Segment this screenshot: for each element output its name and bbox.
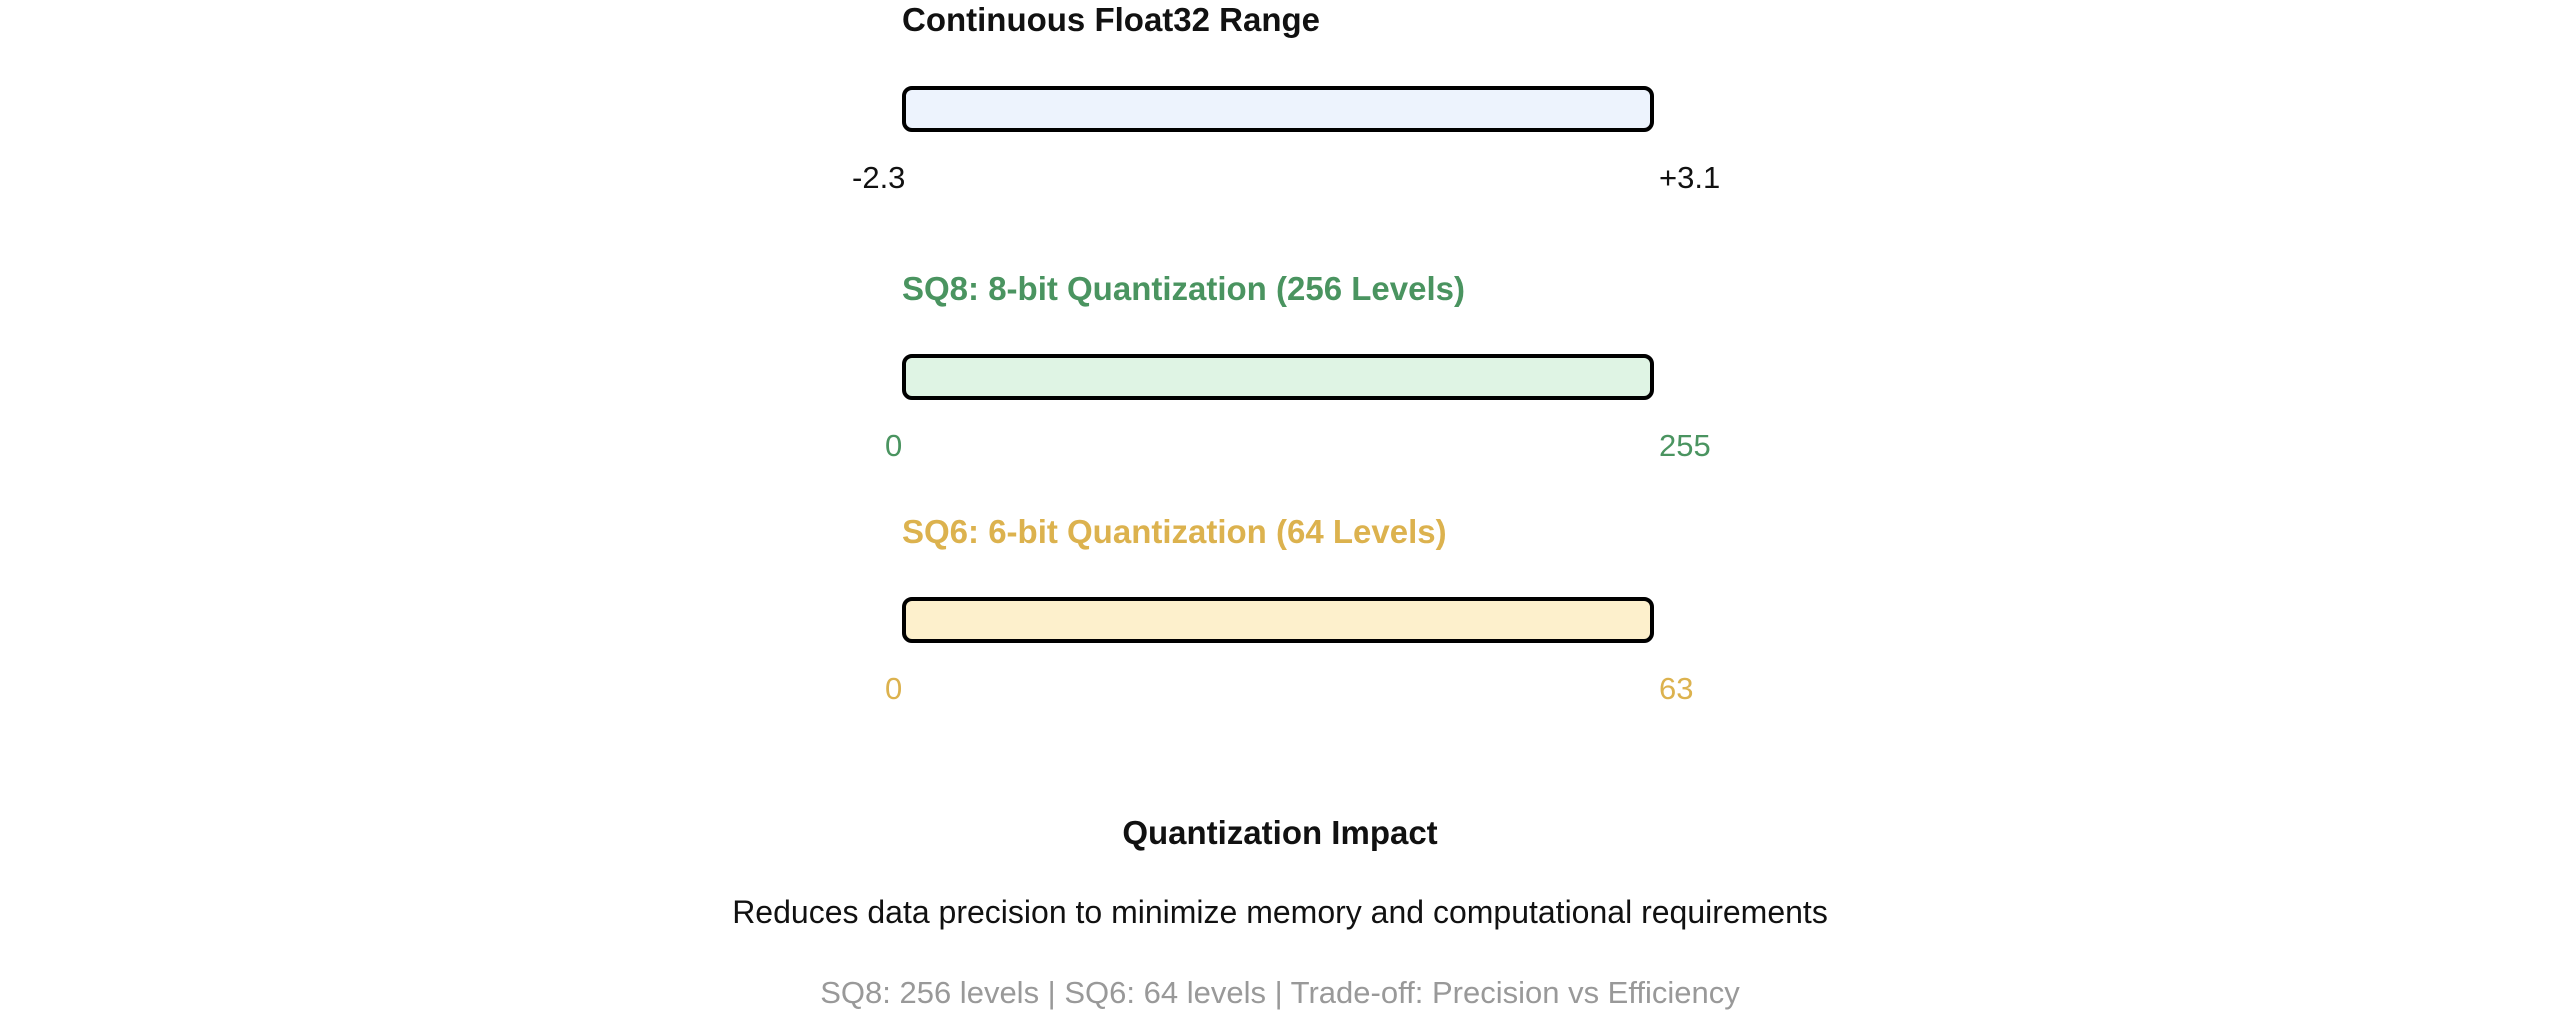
sq8-title: SQ8: 8-bit Quantization (256 Levels) — [902, 270, 1465, 307]
sq6-max-label: 63 — [1659, 671, 1694, 706]
sq6-title: SQ6: 6-bit Quantization (64 Levels) — [902, 513, 1447, 550]
float32-range-bar — [902, 86, 1654, 132]
sq8-min-label: 0 — [885, 428, 903, 463]
sq6-min-label: 0 — [885, 671, 903, 706]
sq6-bar — [902, 597, 1654, 643]
sq8-bar — [902, 354, 1654, 400]
impact-heading: Quantization Impact — [1122, 814, 1438, 851]
float32-max-label: +3.1 — [1659, 160, 1721, 195]
impact-summary: SQ8: 256 levels | SQ6: 64 levels | Trade… — [820, 975, 1740, 1010]
sq8-max-label: 255 — [1659, 428, 1711, 463]
impact-description: Reduces data precision to minimize memor… — [732, 894, 1828, 930]
float32-range-title: Continuous Float32 Range — [902, 1, 1321, 38]
float32-min-label: -2.3 — [852, 160, 906, 195]
